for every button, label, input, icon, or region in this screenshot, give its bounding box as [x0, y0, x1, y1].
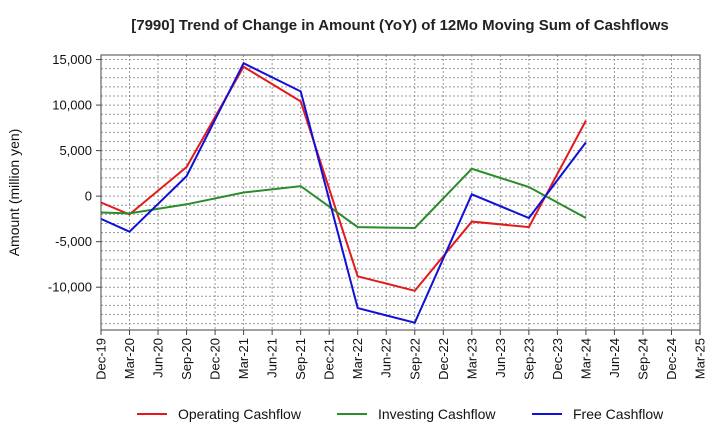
x-tick-label: Sep-20	[179, 338, 194, 380]
x-tick-label: Mar-24	[578, 338, 593, 379]
y-tick-label: -10,000	[48, 280, 92, 295]
x-tick-label: Dec-22	[436, 338, 451, 380]
series-layer	[100, 61, 587, 324]
y-tick-label: 0	[85, 189, 92, 204]
x-tick-label: Dec-19	[94, 338, 109, 380]
x-tick-label: Jun-23	[493, 338, 508, 378]
legend: Operating Cashflow Investing Cashflow Free…	[137, 406, 664, 422]
x-tick-label: Jun-20	[151, 338, 166, 378]
x-tick-label: Dec-21	[322, 338, 337, 380]
legend-label: Investing Cashflow	[378, 406, 496, 422]
x-tick-label: Mar-23	[464, 338, 479, 379]
x-tick-label: Dec-23	[550, 338, 565, 380]
legend-item-operating-cashflow: Operating Cashflow	[137, 406, 302, 422]
x-tick-label: Mar-20	[122, 338, 137, 379]
y-tick-label: 5,000	[59, 143, 92, 158]
x-tick-label: Sep-24	[635, 338, 650, 380]
x-tick-label: Sep-22	[407, 338, 422, 380]
x-tick-label: Mar-21	[236, 338, 251, 379]
x-tick-label: Sep-23	[521, 338, 536, 380]
y-axis-ticks: 15,000 10,000 5,000 0 -5,000 -10,000	[48, 52, 101, 295]
legend-label: Operating Cashflow	[178, 406, 302, 422]
legend-item-investing-cashflow: Investing Cashflow	[337, 406, 496, 422]
x-tick-label: Sep-21	[293, 338, 308, 380]
plot-frame	[100, 54, 701, 331]
y-axis-label: Amount (million yen)	[6, 129, 22, 257]
grid	[100, 55, 701, 330]
legend-item-free-cashflow: Free Cashflow	[532, 406, 664, 422]
x-tick-label: Dec-20	[208, 338, 223, 380]
x-axis-ticks: Dec-19 Mar-20 Jun-20 Sep-20 Dec-20 Mar-21 Jun-…	[94, 330, 708, 380]
y-tick-label: 15,000	[52, 52, 92, 67]
x-tick-label: Mar-25	[693, 338, 708, 379]
x-tick-label: Jun-21	[265, 338, 280, 378]
y-tick-label: -5,000	[55, 234, 92, 249]
x-tick-label: Dec-24	[664, 338, 679, 380]
chart-title: [7990] Trend of Change in Amount (YoY) o…	[131, 17, 669, 34]
operating-cashflow-line	[100, 65, 587, 292]
investing-cashflow-line	[100, 167, 587, 230]
x-tick-label: Jun-24	[607, 338, 622, 378]
free-cashflow-line	[100, 61, 587, 324]
x-tick-label: Mar-22	[350, 338, 365, 379]
x-tick-label: Jun-22	[379, 338, 394, 378]
legend-label: Free Cashflow	[573, 406, 664, 422]
y-tick-label: 10,000	[52, 98, 92, 113]
